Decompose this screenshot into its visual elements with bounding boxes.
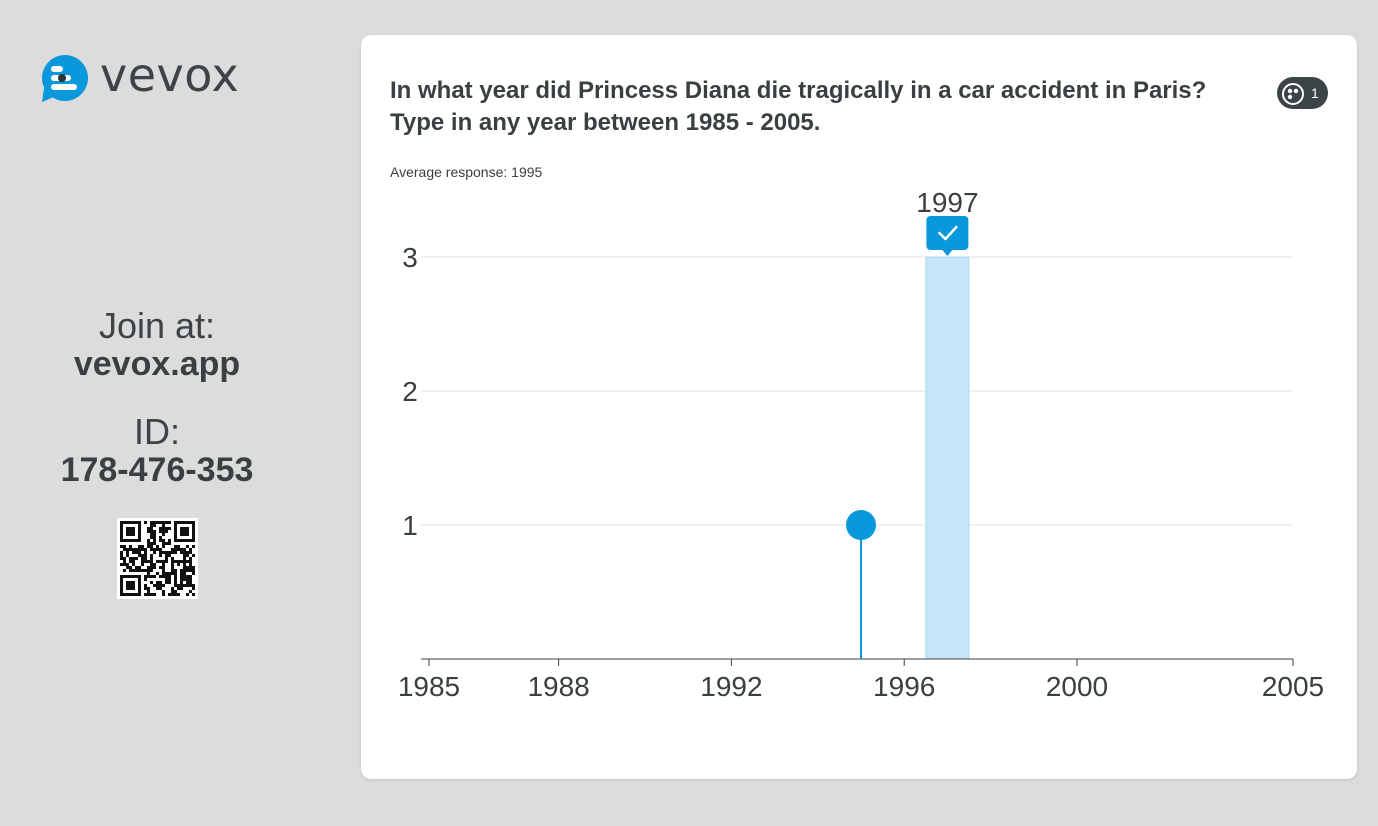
correct-answer-marker	[926, 216, 969, 250]
join-url[interactable]: vevox.app	[73, 345, 241, 383]
correct-answer-bar	[925, 256, 970, 660]
correct-answer-marker-pointer	[942, 250, 953, 256]
y-tick-label: 2	[402, 376, 418, 407]
y-tick-label: 1	[402, 510, 418, 541]
response-point	[846, 510, 876, 540]
qr-code	[117, 518, 198, 599]
x-tick-label: 1996	[873, 671, 935, 702]
average-response: Average response: 1995	[390, 164, 543, 180]
x-tick-label: 1988	[527, 671, 589, 702]
question-title: In what year did Princess Diana die trag…	[390, 77, 1207, 136]
participant-count: 1	[1311, 85, 1319, 101]
x-tick-label: 1985	[398, 671, 460, 702]
checkmark-icon	[938, 225, 958, 241]
y-tick-label: 3	[402, 242, 418, 273]
join-label: Join at:	[98, 305, 216, 346]
sidebar: vevox Join at: vevox.app ID: 178-476-353	[0, 0, 340, 826]
question-card: In what year did Princess Diana die trag…	[361, 35, 1357, 779]
id-label: ID:	[133, 411, 180, 452]
participants-icon	[1281, 82, 1305, 111]
x-tick-label: 2000	[1046, 671, 1108, 702]
session-id: 178-476-353	[60, 451, 254, 489]
brand-name: vevox	[100, 48, 240, 102]
chart-area: 1 2 3 1985 1988 1992 1996 2000 2005 1997	[398, 187, 1324, 702]
x-tick-label: 2005	[1262, 671, 1324, 702]
correct-answer-label: 1997	[916, 187, 978, 218]
x-tick-label: 1992	[700, 671, 762, 702]
vevox-logo: vevox	[40, 48, 290, 106]
vevox-logo-icon	[42, 55, 88, 102]
participants-badge[interactable]: 1	[1277, 77, 1328, 109]
